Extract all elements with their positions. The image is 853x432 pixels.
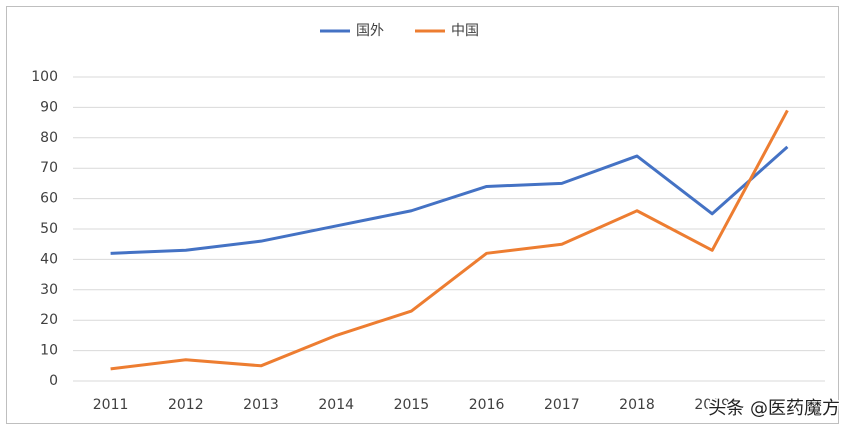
x-tick-label: 2016 [469,397,505,413]
y-tick-label: 90 [40,99,58,115]
x-tick-label: 2015 [394,397,430,413]
x-tick-label: 2019 [694,397,730,413]
chart-border [6,6,839,424]
y-tick-label: 20 [40,312,58,328]
x-tick-label: 2013 [243,397,279,413]
y-tick-label: 30 [40,282,58,298]
x-tick-label: 2017 [544,397,580,413]
y-tick-label: 50 [40,221,58,237]
x-tick-label: 2018 [619,397,655,413]
y-tick-label: 60 [40,191,58,207]
watermark: 头条 @医药魔方 [708,398,840,419]
series-line [110,109,789,371]
legend-label: 中国 [451,23,479,39]
y-tick-label: 80 [40,130,58,146]
x-tick-label: 2011 [93,397,129,413]
y-tick-label: 100 [31,69,58,85]
legend-label: 国外 [356,23,384,39]
y-tick-label: 10 [40,343,58,359]
series-line [110,145,789,255]
y-tick-label: 70 [40,160,58,176]
y-tick-label: 0 [49,373,58,389]
x-tick-label: 2012 [168,397,204,413]
y-tick-label: 40 [40,251,58,267]
x-tick-label: 2014 [318,397,354,413]
